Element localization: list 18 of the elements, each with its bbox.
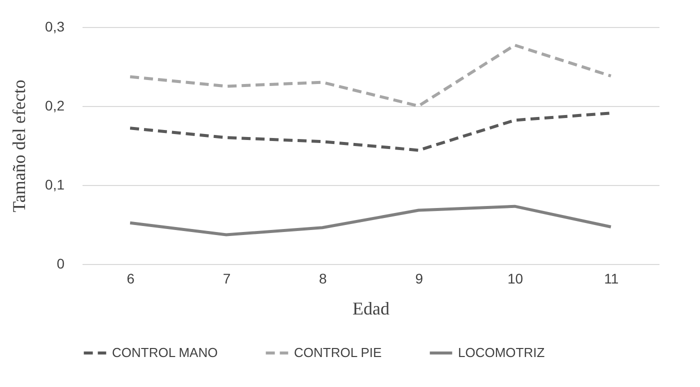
x-tick-label: 10 [507,270,524,286]
legend-label: CONTROL MANO [112,345,218,360]
x-tick-label: 8 [319,270,328,286]
x-axis-title: Edad [352,298,390,318]
y-tick-label: 0,2 [45,98,65,114]
y-axis-title: Tamaño del efecto [9,80,30,212]
line-series [128,112,612,152]
line-series [128,44,612,108]
legend-label: LOCOMOTRIZ [458,345,545,360]
x-tick-label: 6 [126,270,135,286]
line-series [128,204,612,236]
x-tick-label: 9 [415,270,424,286]
y-tick-label: 0,3 [45,18,65,34]
x-tick-label: 11 [604,270,619,286]
y-tick-label: 0,1 [45,176,65,192]
y-tick-label: 0 [56,256,65,272]
legend-label: CONTROL PIE [294,345,382,360]
x-tick-label: 7 [222,270,231,286]
